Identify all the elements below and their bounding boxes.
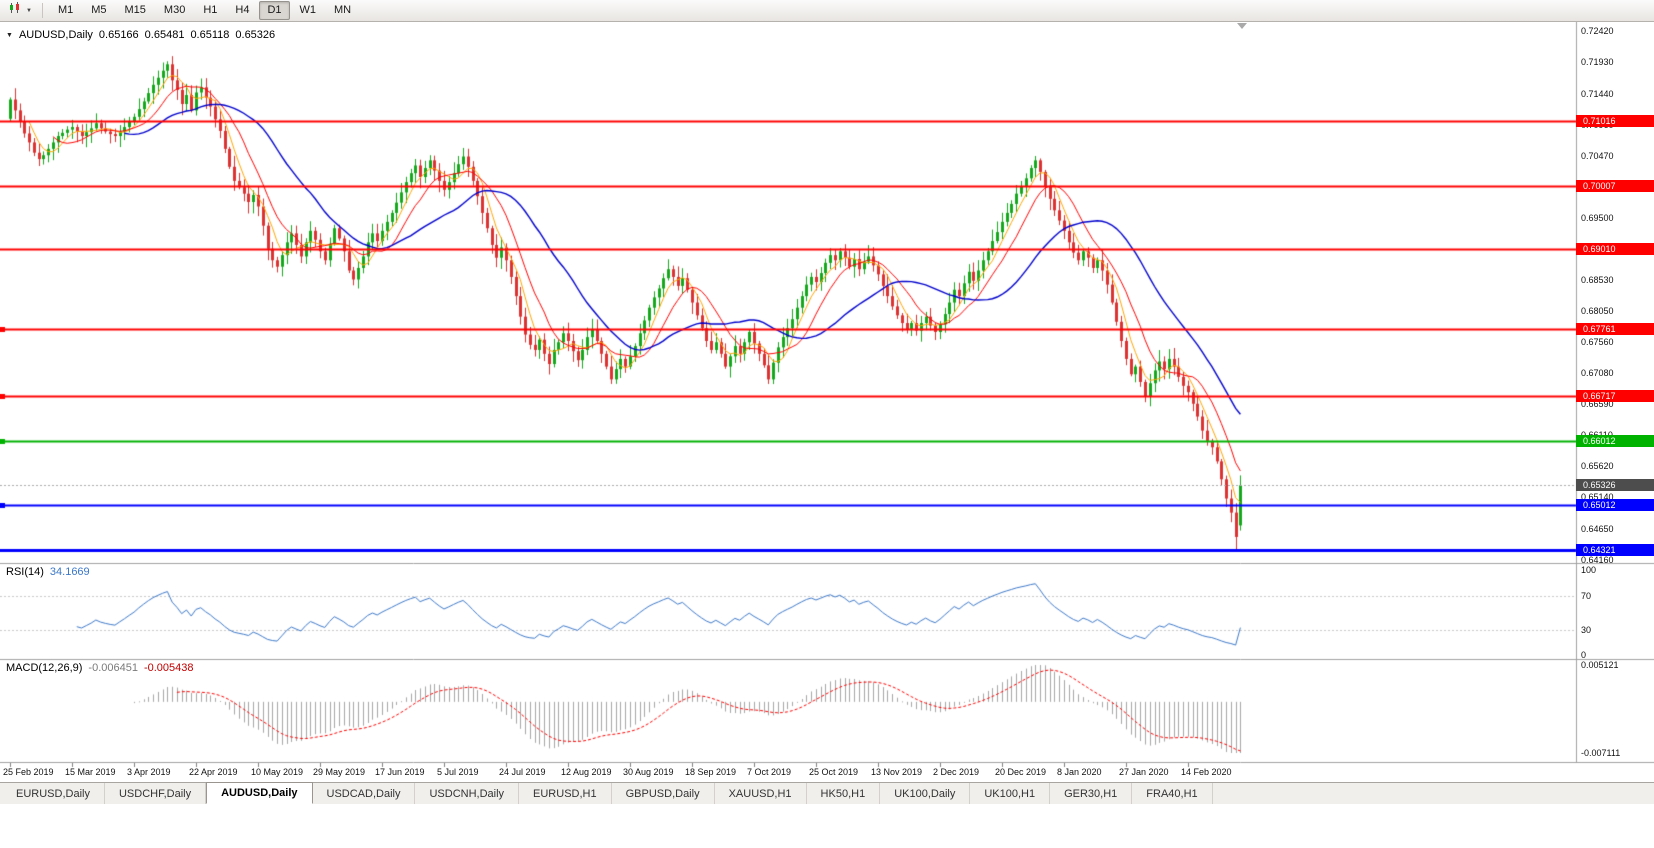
timeframe-button-d1[interactable]: D1 (259, 0, 290, 21)
date-axis-label: 24 Jul 2019 (498, 767, 546, 777)
date-axis-label: 5 Jul 2019 (436, 767, 479, 777)
price-axis-tick: 0.68530 (1581, 275, 1614, 286)
date-axis-label: 30 Aug 2019 (622, 767, 674, 777)
chart-type-button[interactable]: ▼ (5, 0, 36, 22)
date-axis-label: 7 Oct 2019 (746, 767, 791, 777)
price-axis-tick: 0.66110 (1581, 430, 1613, 440)
chart-menu-icon[interactable]: ▼ (6, 31, 13, 39)
toolbar-separator (41, 3, 43, 18)
price-axis-tick: 0.65140 (1581, 492, 1614, 503)
price-level-badge: 0.71016 (1576, 114, 1654, 127)
price-axis-tick: 0.64650 (1581, 523, 1614, 534)
date-axis-label: 14 Feb 2020 (1180, 767, 1232, 777)
macd-signal-value: -0.005438 (143, 662, 194, 674)
macd-label: MACD(12,26,9) -0.006451 -0.005438 (6, 662, 194, 674)
top-toolbar: ▼ M1 M5 M15 M30 H1 H4 D1 W1 MN (0, 0, 1654, 22)
timeframe-button-m15[interactable]: M15 (124, 3, 146, 16)
price-axis-tick: 0.67560 (1581, 337, 1614, 348)
date-axis-label: 10 May 2019 (250, 767, 304, 777)
chart-symbol-period: AUDUSD,Daily (18, 29, 93, 41)
date-axis-label: 25 Oct 2019 (808, 767, 858, 777)
date-axis-label: 8 Jan 2020 (1056, 767, 1102, 777)
rsi-label: RSI(14) 34.1669 (6, 566, 90, 578)
price-axis-tick: 0.71440 (1581, 88, 1614, 99)
price-level-badge: 0.66717 (1576, 390, 1654, 403)
date-axis-label: 22 Apr 2019 (188, 767, 238, 777)
timeframe-button-h1[interactable]: H1 (203, 3, 218, 16)
macd-axis-tick: -0.007111 (1581, 748, 1621, 758)
tab-gbpusd-daily[interactable]: GBPUSD,Daily (612, 783, 715, 804)
chevron-down-icon: ▼ (26, 7, 32, 14)
tab-usdcnh-daily[interactable]: USDCNH,Daily (415, 783, 520, 804)
date-axis-label: 3 Apr 2019 (126, 767, 171, 777)
price-axis-tick: 0.70470 (1581, 150, 1614, 161)
chart-title: ▼ AUDUSD,Daily 0.65166 0.65481 0.65118 0… (6, 29, 275, 41)
date-axis-label: 29 May 2019 (312, 767, 366, 777)
chart-area: ▼ AUDUSD,Daily 0.65166 0.65481 0.65118 0… (0, 22, 1654, 782)
price-level-badge: 0.65012 (1576, 499, 1654, 512)
current-price-badge: 0.65326 (1576, 479, 1654, 492)
price-axis-tick: 0.71930 (1581, 57, 1614, 68)
tab-uk100-h1[interactable]: UK100,H1 (970, 783, 1051, 804)
macd-axis-tick: 0.005121 (1581, 660, 1619, 670)
rsi-axis-tick: 30 (1581, 624, 1592, 635)
timeframe-button-m1[interactable]: M1 (57, 3, 74, 16)
date-axis-label: 20 Dec 2019 (994, 767, 1046, 777)
date-axis-label: 25 Feb 2019 (3, 767, 54, 777)
timeframe-buttons: M1 M5 M15 M30 H1 H4 D1 W1 MN (49, 0, 360, 21)
date-axis-label: 17 Jun 2019 (374, 767, 425, 777)
ohlc-close: 0.65326 (235, 29, 276, 41)
candlestick-chart-icon (9, 1, 23, 20)
date-axis-label: 18 Sep 2019 (684, 767, 736, 777)
timeframe-button-h4[interactable]: H4 (235, 3, 250, 16)
ohlc-high: 0.65481 (144, 29, 185, 41)
price-level-badge: 0.70007 (1576, 179, 1654, 192)
price-level-badge: 0.66012 (1576, 435, 1654, 448)
chart-canvas[interactable] (0, 22, 1654, 782)
price-axis-tick: 0.72420 (1581, 26, 1614, 36)
tab-usdchf-daily[interactable]: USDCHF,Daily (105, 783, 207, 804)
date-axis-label: 13 Nov 2019 (870, 767, 922, 777)
date-axis-label: 15 Mar 2019 (64, 767, 116, 777)
ohlc-open: 0.65166 (98, 29, 139, 41)
timeframe-button-mn[interactable]: MN (334, 3, 352, 16)
tab-xauusd-h1[interactable]: XAUUSD,H1 (715, 783, 807, 804)
tab-eurusd-daily[interactable]: EURUSD,Daily (2, 783, 105, 804)
ohlc-low: 0.65118 (190, 29, 230, 41)
price-axis-tick: 0.66590 (1581, 399, 1614, 410)
macd-name: MACD(12,26,9) (6, 662, 83, 674)
chart-shift-marker-icon[interactable] (1237, 23, 1247, 29)
tab-hk50-h1[interactable]: HK50,H1 (807, 783, 881, 804)
timeframe-button-m30[interactable]: M30 (163, 3, 186, 16)
rsi-value: 34.1669 (49, 566, 90, 578)
rsi-axis-tick: 100 (1581, 565, 1597, 575)
price-level-badge: 0.67761 (1576, 323, 1654, 336)
date-axis-label: 12 Aug 2019 (560, 767, 612, 777)
rsi-name: RSI(14) (6, 566, 44, 578)
date-axis-label: 2 Dec 2019 (932, 767, 979, 777)
price-level-badge: 0.69010 (1576, 243, 1654, 256)
price-axis-tick: 0.67080 (1581, 367, 1614, 378)
tab-bar: EURUSD,Daily USDCHF,Daily AUDUSD,Daily USDC… (0, 782, 1654, 804)
date-axis-label: 27 Jan 2020 (1118, 767, 1169, 777)
tab-uk100-daily[interactable]: UK100,Daily (880, 783, 971, 804)
tab-usdcad-daily[interactable]: USDCAD,Daily (313, 783, 416, 804)
price-axis-tick: 0.69500 (1581, 213, 1614, 223)
tab-eurusd-h1[interactable]: EURUSD,H1 (519, 783, 612, 804)
rsi-axis-tick: 0 (1581, 650, 1587, 660)
timeframe-button-m5[interactable]: M5 (91, 3, 107, 16)
price-axis-tick: 0.68050 (1581, 305, 1614, 316)
tab-audusd-daily[interactable]: AUDUSD,Daily (206, 782, 313, 804)
price-axis-tick: 0.64160 (1581, 555, 1614, 565)
macd-main-value: -0.006451 (88, 662, 138, 674)
timeframe-button-w1[interactable]: W1 (299, 3, 317, 16)
tab-ger30-h1[interactable]: GER30,H1 (1050, 783, 1133, 804)
tab-fra40-h1[interactable]: FRA40,H1 (1132, 783, 1213, 804)
rsi-axis-tick: 70 (1581, 590, 1592, 601)
price-level-badge: 0.64321 (1576, 543, 1654, 556)
price-axis-tick: 0.65620 (1581, 461, 1614, 472)
